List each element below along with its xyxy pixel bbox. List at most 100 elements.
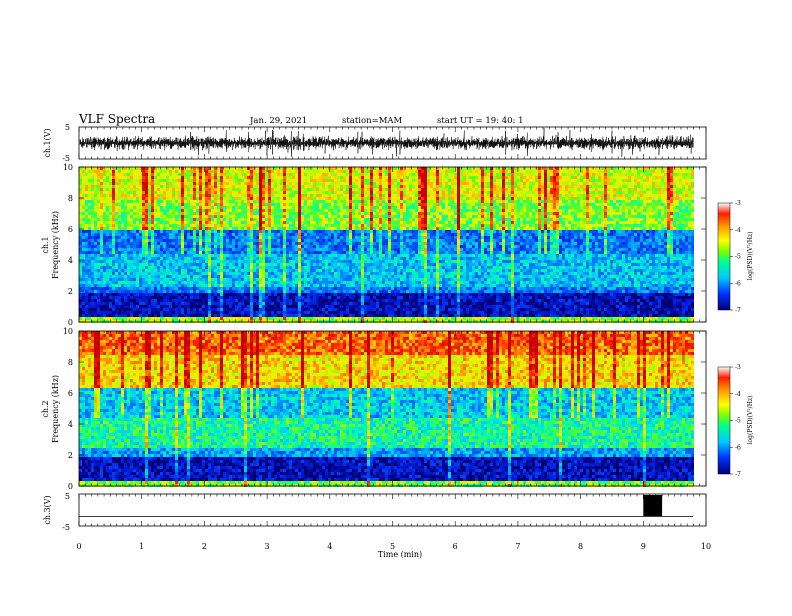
spectrogram-cell — [343, 167, 346, 170]
spectrogram-cell — [253, 185, 256, 188]
spectrogram-cell — [283, 281, 286, 284]
spectrogram-cell — [325, 188, 328, 191]
spectrogram-cell — [322, 290, 325, 293]
spectrogram-cell — [193, 245, 196, 248]
spectrogram-cell — [262, 212, 265, 215]
spectrogram-cell — [103, 176, 106, 179]
spectrogram-cell — [256, 311, 259, 314]
spectrogram-cell — [136, 275, 139, 278]
spectrogram-cell — [205, 194, 208, 197]
spectrogram-cell — [334, 218, 337, 221]
spectrogram-cell — [91, 308, 94, 311]
spectrogram-cell — [193, 290, 196, 293]
spectrogram-cell — [292, 203, 295, 206]
spectrogram-cell — [262, 215, 265, 218]
spectrogram-cell — [283, 179, 286, 182]
spectrogram-cell — [79, 236, 82, 239]
spectrogram-cell — [85, 197, 88, 200]
spectrogram-cell — [205, 281, 208, 284]
spectrogram-cell — [202, 194, 205, 197]
spectrogram-cell — [133, 236, 136, 239]
spectrogram-cell — [229, 239, 232, 242]
spectrogram-cell — [316, 284, 319, 287]
spectrogram-cell — [85, 188, 88, 191]
spectrogram-cell — [307, 230, 310, 233]
spectrogram-cell — [289, 281, 292, 284]
spectrogram-cell — [100, 287, 103, 290]
spectrogram-cell — [250, 209, 253, 212]
spectrogram-cell — [322, 248, 325, 251]
spectrogram-cell — [181, 200, 184, 203]
spectrogram-cell — [172, 287, 175, 290]
spectrogram-cell — [106, 263, 109, 266]
spectrogram-cell — [214, 320, 217, 323]
spectrogram-cell — [331, 185, 334, 188]
spectrogram-cell — [295, 269, 298, 272]
spectrogram-cell — [298, 170, 301, 173]
spectrogram-cell — [103, 218, 106, 221]
spectrogram-cell — [109, 254, 112, 257]
spectrogram-cell — [133, 179, 136, 182]
spectrogram-cell — [163, 209, 166, 212]
spectrogram-cell — [211, 254, 214, 257]
spectrogram-cell — [106, 245, 109, 248]
spectrogram-cell — [124, 293, 127, 296]
spectrogram-cell — [307, 248, 310, 251]
spectrogram-cell — [253, 239, 256, 242]
spectrogram-cell — [127, 302, 130, 305]
spectrogram-cell — [331, 170, 334, 173]
spectrogram-cell — [316, 278, 319, 281]
spectrogram-cell — [97, 314, 100, 317]
spectrogram-cell — [163, 203, 166, 206]
spectrogram-cell — [325, 230, 328, 233]
spectrogram-cell — [157, 284, 160, 287]
spectrogram-cell — [154, 179, 157, 182]
spectrogram-cell — [250, 296, 253, 299]
spectrogram-cell — [250, 290, 253, 293]
spectrogram-cell — [178, 203, 181, 206]
spectrogram-cell — [316, 173, 319, 176]
spectrogram-cell — [337, 197, 340, 200]
spectrogram-cell — [175, 239, 178, 242]
spectrogram-cell — [142, 185, 145, 188]
spectrogram-cell — [334, 299, 337, 302]
spectrogram-cell — [115, 215, 118, 218]
spectrogram-cell — [226, 257, 229, 260]
spectrogram-cell — [328, 293, 331, 296]
spectrogram-cell — [262, 182, 265, 185]
spectrogram-cell — [343, 287, 346, 290]
spectrogram-cell — [109, 242, 112, 245]
spectrogram-cell — [301, 182, 304, 185]
spectrogram-cell — [175, 212, 178, 215]
spectrogram-cell — [178, 314, 181, 317]
spectrogram-cell — [181, 230, 184, 233]
spectrogram-cell — [313, 308, 316, 311]
spectrogram-cell — [154, 221, 157, 224]
spectrogram-cell — [280, 200, 283, 203]
spectrogram-cell — [271, 227, 274, 230]
spectrogram-cell — [124, 278, 127, 281]
spectrogram-cell — [256, 254, 259, 257]
spectrogram-cell — [94, 278, 97, 281]
spectrogram-cell — [268, 311, 271, 314]
spectrogram-cell — [91, 212, 94, 215]
spectrogram-cell — [106, 191, 109, 194]
spectrogram-cell — [226, 242, 229, 245]
spectrogram-cell — [175, 251, 178, 254]
spectrogram-cell — [298, 200, 301, 203]
spectrogram-cell — [181, 173, 184, 176]
spectrogram-cell — [325, 275, 328, 278]
spectrogram-cell — [238, 176, 241, 179]
spectrogram-cell — [181, 236, 184, 239]
spectrogram-cell — [280, 254, 283, 257]
spectrogram-cell — [277, 188, 280, 191]
spectrogram-cell — [343, 200, 346, 203]
spectrogram-cell — [214, 302, 217, 305]
spectrogram-cell — [100, 254, 103, 257]
spectrogram-cell — [265, 242, 268, 245]
spectrogram-cell — [277, 260, 280, 263]
spectrogram-cell — [214, 296, 217, 299]
spectrogram-cell — [190, 224, 193, 227]
spectrogram-cell — [169, 188, 172, 191]
spectrogram-cell — [79, 221, 82, 224]
